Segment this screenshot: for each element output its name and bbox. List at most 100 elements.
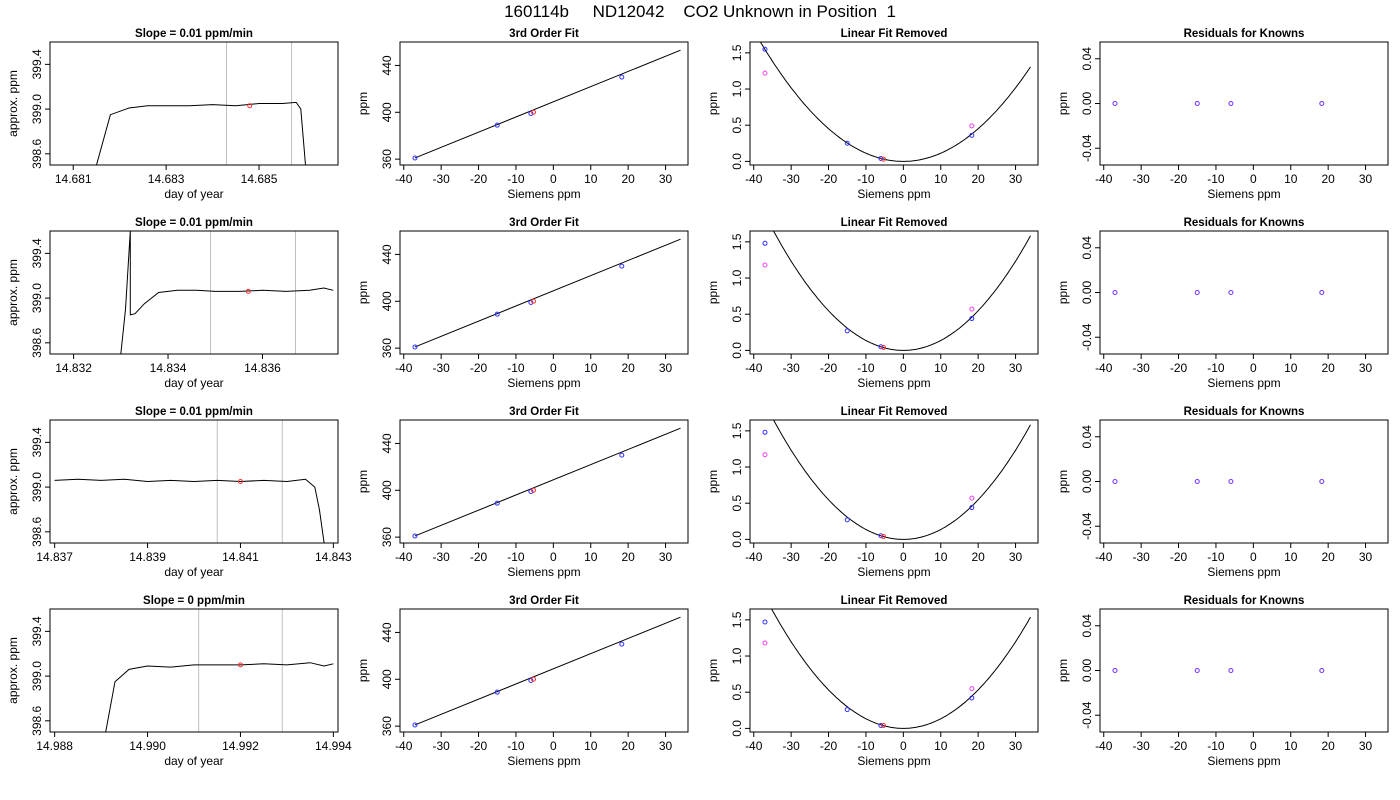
data-point bbox=[762, 640, 768, 646]
x-tick-label: 0 bbox=[550, 739, 557, 753]
chart-svg: Linear Fit Removed Siemens ppm ppm -40 -30 -2… bbox=[706, 28, 1039, 201]
plot-frame bbox=[749, 608, 1039, 733]
y-axis-label: ppm bbox=[1056, 281, 1070, 304]
y-tick-label: 398.6 bbox=[30, 516, 44, 546]
x-tick-label: 30 bbox=[659, 739, 673, 753]
x-tick-label: 0 bbox=[900, 550, 907, 564]
y-tick-label: 360 bbox=[380, 527, 394, 547]
data-point bbox=[762, 70, 768, 76]
x-tick-label: -10 bbox=[857, 739, 875, 753]
y-axis-label: ppm bbox=[356, 470, 370, 493]
chart-svg: Linear Fit Removed Siemens ppm ppm -40 -30 -2… bbox=[706, 595, 1039, 768]
data-point bbox=[969, 316, 975, 322]
y-tick-label: -0.04 bbox=[1080, 512, 1094, 540]
data-point bbox=[528, 488, 534, 494]
x-tick-label: 10 bbox=[584, 361, 598, 375]
x-tick-label: -30 bbox=[1132, 739, 1150, 753]
y-tick-label: 1.0 bbox=[730, 458, 744, 475]
x-tick-label: -10 bbox=[507, 172, 525, 186]
y-axis-label: approx. ppm bbox=[6, 259, 20, 326]
data-point bbox=[619, 452, 625, 458]
data-point bbox=[494, 122, 500, 128]
y-axis-label: ppm bbox=[706, 92, 720, 115]
chart-panel: Residuals for Knowns Siemens ppm ppm -40 -30… bbox=[1050, 189, 1400, 390]
y-axis-label: ppm bbox=[706, 281, 720, 304]
y-axis-label: ppm bbox=[356, 92, 370, 115]
x-tick-label: -10 bbox=[507, 739, 525, 753]
y-tick-label: 400 bbox=[380, 669, 394, 689]
data-point bbox=[531, 109, 537, 115]
x-tick-label: -20 bbox=[470, 172, 488, 186]
chart-title: Linear Fit Removed bbox=[841, 406, 948, 418]
data-point bbox=[531, 676, 537, 682]
data-point bbox=[1319, 668, 1325, 673]
y-tick-label: 398.6 bbox=[30, 705, 44, 735]
data-point bbox=[531, 298, 537, 304]
x-tick-label: -20 bbox=[470, 739, 488, 753]
y-tick-label: 398.6 bbox=[30, 138, 44, 168]
x-tick-label: 14.836 bbox=[244, 361, 281, 375]
page-title: 160114b ND12042 CO2 Unknown in Position … bbox=[504, 2, 896, 21]
x-tick-label: 30 bbox=[1359, 550, 1373, 564]
x-tick-label: -40 bbox=[745, 361, 763, 375]
x-tick-label: -20 bbox=[1170, 550, 1188, 564]
chart-panel: Slope = 0.01 ppm/min day of year approx. p… bbox=[0, 378, 352, 579]
chart-title: Slope = 0.01 ppm/min bbox=[135, 217, 253, 229]
y-tick-label: 440 bbox=[380, 622, 394, 642]
plot-frame bbox=[399, 41, 689, 166]
chart-svg: Slope = 0.01 ppm/min day of year approx. p… bbox=[6, 28, 339, 201]
y-tick-label: 0.5 bbox=[730, 306, 744, 323]
data-point bbox=[1228, 479, 1234, 484]
plot-area bbox=[1112, 668, 1325, 673]
chart-panel: Linear Fit Removed Siemens ppm ppm -40 -30 -2… bbox=[700, 0, 1050, 201]
x-tick-label: 0 bbox=[1250, 172, 1257, 186]
fit-curve bbox=[759, 42, 1031, 162]
x-tick-label: 20 bbox=[1321, 550, 1335, 564]
x-tick-label: -30 bbox=[782, 172, 800, 186]
data-point bbox=[1319, 101, 1325, 106]
x-tick-label: 0 bbox=[1250, 361, 1257, 375]
data-point bbox=[969, 695, 975, 701]
x-tick-label: 14.834 bbox=[150, 361, 187, 375]
y-tick-label: 399.0 bbox=[30, 94, 44, 124]
plot-area bbox=[412, 616, 681, 728]
mean-marker bbox=[237, 479, 243, 484]
data-point bbox=[1228, 668, 1234, 673]
plot-frame bbox=[749, 419, 1039, 544]
data-point bbox=[762, 452, 768, 458]
data-point bbox=[844, 328, 850, 334]
fit-curve bbox=[772, 420, 1031, 540]
data-point bbox=[494, 500, 500, 506]
x-tick-label: 20 bbox=[1321, 172, 1335, 186]
data-point bbox=[878, 155, 884, 161]
x-tick-label: -10 bbox=[1207, 739, 1225, 753]
chart-title: Residuals for Knowns bbox=[1184, 28, 1305, 40]
data-point bbox=[844, 140, 850, 146]
y-axis-label: ppm bbox=[1056, 470, 1070, 493]
x-tick-label: -40 bbox=[745, 739, 763, 753]
x-tick-label: 20 bbox=[621, 739, 635, 753]
mean-marker bbox=[245, 288, 251, 294]
x-tick-label: 20 bbox=[971, 361, 985, 375]
fit-line bbox=[414, 616, 681, 726]
chart-svg: 3rd Order Fit Siemens ppm ppm -40 -30 -20 -10 0… bbox=[356, 28, 689, 201]
chart-title: Slope = 0.01 ppm/min bbox=[135, 406, 253, 418]
y-tick-label: 0.04 bbox=[1080, 614, 1094, 638]
x-axis-label: Siemens ppm bbox=[1207, 187, 1280, 201]
plot-frame bbox=[399, 608, 689, 733]
data-point bbox=[881, 533, 887, 539]
y-tick-label: -0.04 bbox=[1080, 323, 1094, 351]
chart-svg: Residuals for Knowns Siemens ppm ppm -40 -30… bbox=[1056, 406, 1389, 579]
data-point bbox=[844, 517, 850, 523]
data-point bbox=[619, 74, 625, 80]
data-point bbox=[1112, 479, 1118, 484]
chart-svg: Residuals for Knowns Siemens ppm ppm -40 -30… bbox=[1056, 217, 1389, 390]
plot-area bbox=[412, 238, 681, 350]
chart-title: Slope = 0.01 ppm/min bbox=[135, 28, 253, 40]
data-point bbox=[969, 123, 975, 129]
data-point bbox=[881, 156, 887, 162]
y-tick-label: 360 bbox=[380, 338, 394, 358]
x-tick-label: -40 bbox=[395, 550, 413, 564]
chart-panel: Linear Fit Removed Siemens ppm ppm -40 -30 -2… bbox=[700, 567, 1050, 768]
plot-area bbox=[759, 42, 1031, 162]
